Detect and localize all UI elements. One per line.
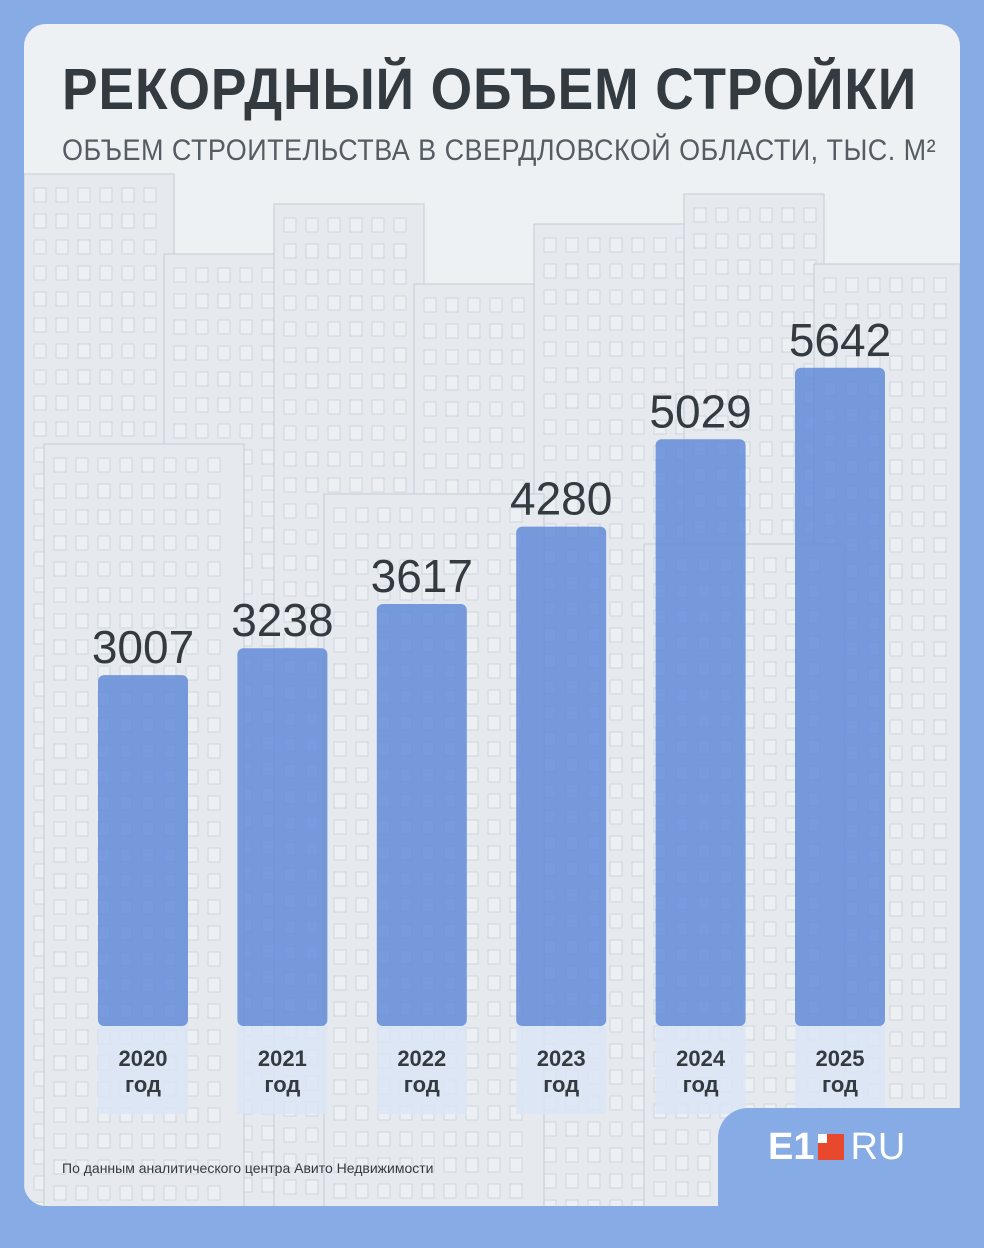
bar-2020 [98, 675, 188, 1026]
category-plate-2023 [516, 1026, 607, 1114]
page-subtitle: ОБЪЕМ СТРОИТЕЛЬСТВА В СВЕРДЛОВСКОЙ ОБЛАС… [62, 134, 937, 167]
e1-logo[interactable]: E1 RU [768, 1125, 905, 1169]
logo-tab [718, 1108, 978, 1248]
data-label-2025: 5642 [789, 314, 891, 366]
category-plate-2022 [376, 1026, 467, 1114]
bar-2021 [237, 648, 328, 1026]
tick-suffix-2020: год [125, 1072, 161, 1097]
data-label-2021: 3238 [231, 594, 333, 646]
bar-2025 [795, 367, 885, 1026]
infographic-card: РЕКОРДНЫЙ ОБЪЕМ СТРОЙКИ ОБЪЕМ СТРОИТЕЛЬС… [24, 24, 960, 1206]
data-label-2023: 4280 [510, 473, 612, 525]
tick-suffix-2025: год [822, 1072, 858, 1097]
data-label-2020: 3007 [92, 621, 194, 673]
bar-2023 [516, 526, 607, 1026]
category-plate-2020 [98, 1026, 188, 1114]
page-title: РЕКОРДНЫЙ ОБЪЕМ СТРОЙКИ [62, 57, 918, 122]
tick-suffix-2024: год [683, 1072, 719, 1097]
logo-square-icon [818, 1134, 845, 1160]
tick-suffix-2022: год [404, 1072, 440, 1097]
tick-label-2024: 2024 [676, 1046, 726, 1071]
tick-label-2023: 2023 [537, 1046, 586, 1071]
data-label-2024: 5029 [649, 385, 751, 437]
data-label-2022: 3617 [371, 550, 473, 602]
bar-2024 [655, 439, 746, 1026]
tick-label-2022: 2022 [397, 1046, 446, 1071]
logo-e1-text: E1 [768, 1125, 815, 1168]
category-plate-2025 [795, 1026, 885, 1114]
tick-label-2020: 2020 [119, 1046, 168, 1071]
bar-chart: 30072020год32382021год36172022год4280202… [92, 314, 891, 1114]
tick-label-2021: 2021 [258, 1046, 307, 1071]
logo-ru-text: RU [850, 1125, 906, 1168]
category-plate-2021 [237, 1026, 328, 1114]
bar-2022 [376, 604, 467, 1026]
tick-suffix-2023: год [543, 1072, 579, 1097]
source-note: По данным аналитического центра Авито Не… [62, 1160, 434, 1176]
tick-suffix-2021: год [264, 1072, 300, 1097]
category-plate-2024 [655, 1026, 746, 1114]
tick-label-2025: 2025 [816, 1046, 865, 1071]
